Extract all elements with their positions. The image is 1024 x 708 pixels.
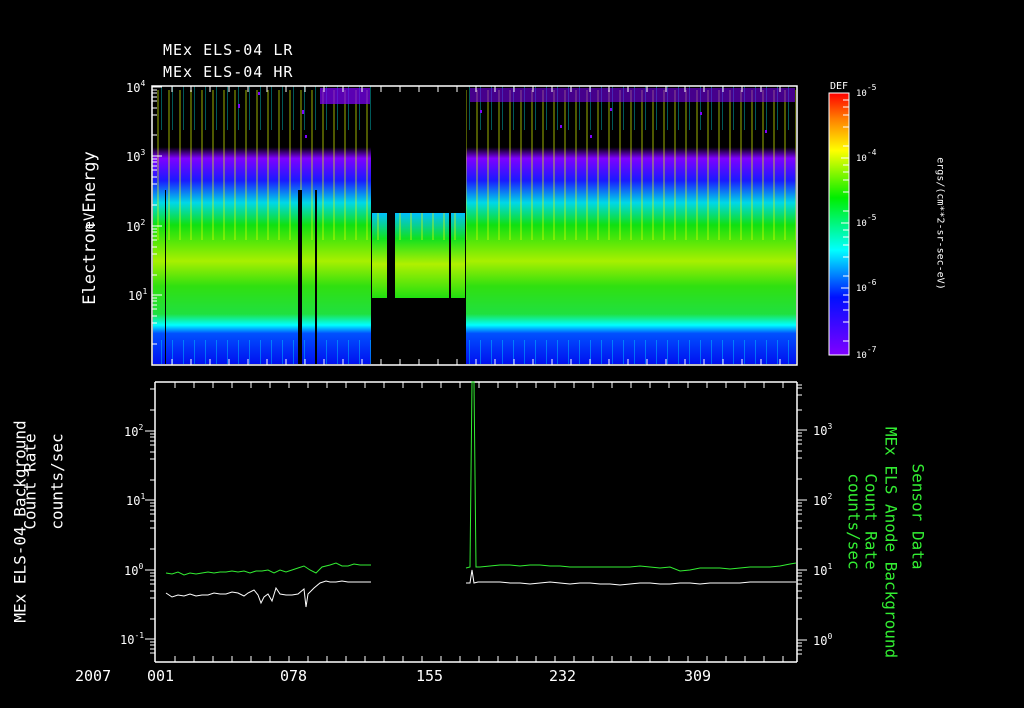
green-trace-segment-1 — [165, 562, 371, 576]
bottom-right-label-line4: counts/sec — [844, 473, 864, 570]
top-ytick-label: 102 — [126, 218, 146, 234]
bottom-left-label-line3: counts/sec — [47, 433, 67, 530]
bottom-right-label-line1: Sensor Data — [908, 463, 928, 570]
colorbar-tick-label: 10-6 — [856, 278, 877, 294]
bottom-right-ytick-label: 102 — [813, 492, 833, 508]
xaxis-year: 2007 — [75, 667, 112, 685]
bottom-left-ytick-label: 102 — [124, 423, 144, 439]
xaxis-tick-label: 232 — [549, 667, 577, 685]
white-trace-segment-2 — [466, 569, 796, 586]
bottom-right-ytick-label: 100 — [813, 632, 833, 648]
top-ytick-label: 101 — [128, 287, 148, 303]
colorbar-tick-label: 10-4 — [856, 148, 877, 164]
colorbar-tick-label: 10-7 — [856, 345, 877, 361]
bottom-left-ytick-label: 10-1 — [120, 631, 145, 647]
spectrogram — [153, 86, 796, 364]
xaxis-tick-label: 078 — [280, 667, 308, 685]
xaxis-tick-label: 155 — [416, 667, 444, 685]
bottom-panel-axes — [154, 381, 798, 663]
top-yunit: eV — [82, 212, 98, 230]
bottom-left-label-line2: Count Rate — [20, 433, 40, 530]
bottom-right-ytick-label: 103 — [813, 422, 833, 438]
plot-title-lr: MEx ELS-04 LR — [163, 41, 294, 59]
top-panel-ticks — [152, 86, 781, 365]
white-trace-segment-1 — [165, 580, 371, 608]
xaxis-tick-label: 309 — [684, 667, 712, 685]
top-ytick-label: 104 — [126, 79, 146, 95]
colorbar-label: DEF — [830, 81, 849, 92]
bottom-panel-ticks — [145, 382, 807, 662]
bottom-left-ytick-label: 100 — [124, 562, 144, 578]
plot-title-hr: MEx ELS-04 HR — [163, 63, 294, 81]
count-rate-traces — [165, 381, 797, 608]
bottom-left-ytick-label: 101 — [126, 492, 146, 508]
bottom-right-label-line2: MEx ELS Anode Background — [881, 426, 901, 659]
top-ytick-label: 103 — [126, 148, 146, 164]
xaxis-tick-label: 001 — [147, 667, 175, 685]
colorbar-tick-label: 10-5 — [856, 213, 877, 229]
colorbar — [828, 92, 850, 356]
green-trace-segment-2 — [465, 381, 797, 572]
colorbar-tick-label: 10-5 — [856, 83, 877, 99]
colorbar-unit: ergs/(cm**2-sr-sec-eV) — [934, 157, 946, 290]
bottom-right-ytick-label: 101 — [813, 562, 833, 578]
bottom-right-label-line3: Count Rate — [861, 473, 881, 570]
